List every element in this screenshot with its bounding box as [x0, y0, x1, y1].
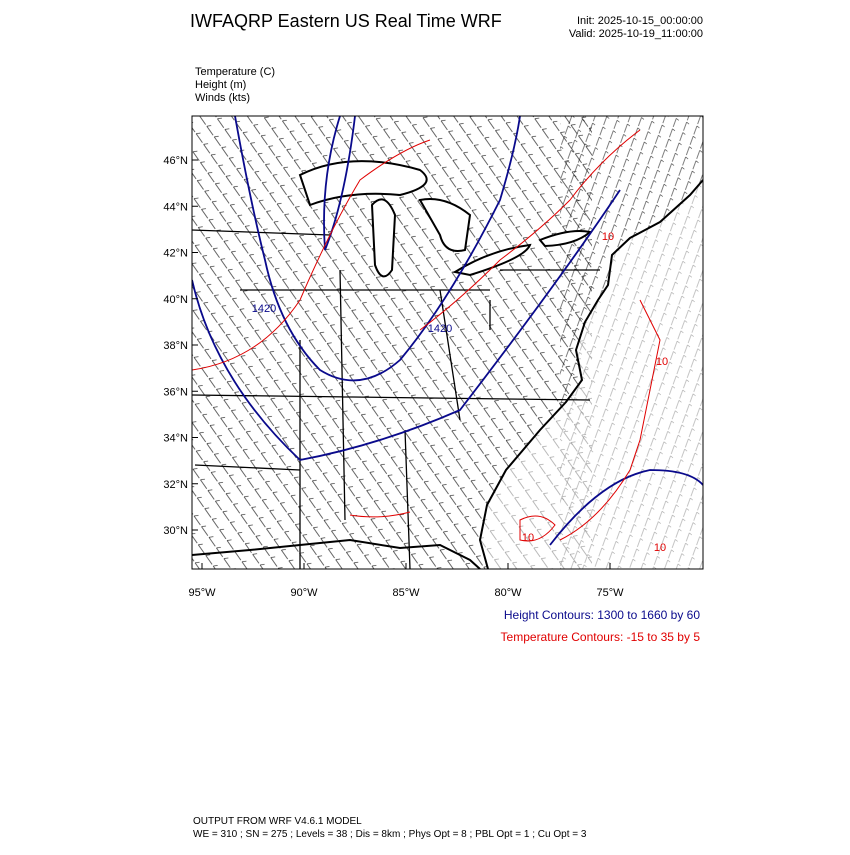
height-contour-label: 1420: [252, 303, 276, 315]
lake-superior: [298, 160, 428, 207]
lat-label: 46°N: [163, 155, 188, 167]
lon-label: 95°W: [188, 587, 216, 599]
lat-label: 30°N: [163, 525, 188, 537]
lat-label: 32°N: [163, 479, 188, 491]
valid-time: Valid: 2025-10-19_11:00:00: [569, 28, 703, 40]
map-frame: [191, 115, 704, 570]
lake-michigan: [370, 198, 397, 278]
title: IWFAQRP Eastern US Real Time WRF: [190, 11, 502, 31]
field-name: Temperature (C): [195, 66, 275, 78]
lat-label: 40°N: [163, 294, 188, 306]
lon-label: 75°W: [596, 587, 624, 599]
temperature-contours: [192, 129, 661, 542]
lon-label: 80°W: [494, 587, 522, 599]
lat-labels: 46°N 44°N 42°N 40°N 38°N 36°N 34°N 32°N 30°N: [163, 155, 198, 537]
lake-ontario: [538, 230, 593, 248]
footer-line: OUTPUT FROM WRF V4.6.1 MODEL: [193, 816, 362, 827]
field-name: Winds (kts): [195, 92, 250, 104]
lat-label: 36°N: [163, 386, 188, 398]
lat-label: 42°N: [163, 248, 188, 260]
lat-label: 38°N: [163, 340, 188, 352]
field-list: Temperature (C)Height (m)Winds (kts): [195, 66, 275, 104]
temperature-contour-label: 10: [654, 542, 666, 554]
lat-label: 34°N: [163, 433, 188, 445]
lon-labels: 95°W 90°W 85°W 80°W 75°W: [188, 563, 624, 599]
height-contour-label: 1420: [428, 323, 452, 335]
state-borders: [192, 229, 600, 569]
lat-label: 44°N: [163, 201, 188, 213]
lon-label: 85°W: [392, 587, 420, 599]
field-name: Height (m): [195, 79, 246, 91]
temperature-contour-label: 10: [656, 356, 668, 368]
gulf-coast: [192, 538, 481, 569]
footer-line: WE = 310 ; SN = 275 ; Levels = 38 ; Dis …: [193, 829, 587, 840]
ocean: [480, 180, 703, 569]
height-contours: [192, 116, 703, 546]
lon-label: 90°W: [290, 587, 318, 599]
contour-labels: 1420 1420 10 10 10 10: [252, 231, 668, 554]
coastline: [478, 179, 703, 569]
map-area: [192, 116, 703, 569]
temperature-contour-label: 10: [602, 231, 614, 243]
height-contour-info: Height Contours: 1300 to 1660 by 60: [504, 608, 700, 622]
temperature-contour-label: 10: [522, 532, 534, 544]
temperature-contour-info: Temperature Contours: -15 to 35 by 5: [501, 630, 701, 644]
init-time: Init: 2025-10-15_00:00:00: [577, 15, 703, 27]
lake-huron: [418, 198, 472, 252]
